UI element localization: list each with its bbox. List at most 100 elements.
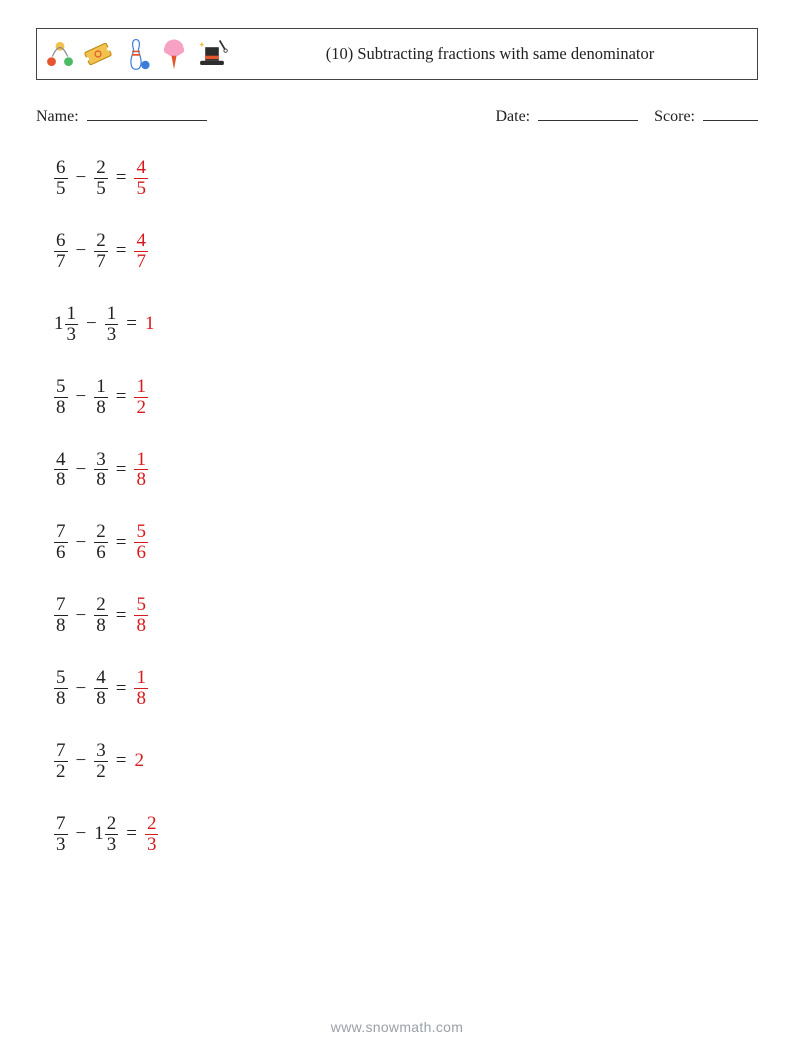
problem-row: 76−26=56 bbox=[54, 522, 758, 563]
problem-row: 67−27=47 bbox=[54, 231, 758, 272]
fraction: 26 bbox=[94, 522, 108, 563]
answer-term: 18 bbox=[134, 668, 148, 709]
answer-term: 45 bbox=[134, 158, 148, 199]
problem-row: 65−25=45 bbox=[54, 158, 758, 199]
fraction: 67 bbox=[54, 231, 68, 272]
operand-term: 58 bbox=[54, 668, 68, 709]
operand-term: 65 bbox=[54, 158, 68, 199]
fraction: 48 bbox=[94, 668, 108, 709]
denominator: 8 bbox=[54, 397, 68, 418]
worksheet-title: (10) Subtracting fractions with same den… bbox=[229, 44, 751, 65]
fraction: 56 bbox=[134, 522, 148, 563]
denominator: 2 bbox=[134, 397, 148, 418]
name-blank[interactable] bbox=[87, 106, 207, 121]
operand-term: 73 bbox=[54, 814, 68, 855]
fraction: 13 bbox=[65, 304, 79, 345]
operator-minus: − bbox=[68, 678, 95, 700]
equals-sign: = bbox=[108, 750, 135, 772]
operand-term: 78 bbox=[54, 595, 68, 636]
numerator: 2 bbox=[94, 522, 108, 542]
fraction: 48 bbox=[54, 450, 68, 491]
fraction: 18 bbox=[94, 377, 108, 418]
denominator: 8 bbox=[94, 688, 108, 709]
operand-term: 123 bbox=[94, 814, 118, 855]
fraction: 13 bbox=[105, 304, 119, 345]
operator-minus: − bbox=[68, 167, 95, 189]
numerator: 2 bbox=[94, 158, 108, 178]
denominator: 5 bbox=[94, 178, 108, 199]
operator-minus: − bbox=[68, 532, 95, 554]
header-icons bbox=[43, 35, 229, 73]
numerator: 3 bbox=[94, 450, 108, 470]
whole-part: 1 bbox=[54, 313, 65, 334]
answer-term: 1 bbox=[145, 313, 156, 335]
magic-hat-icon bbox=[195, 35, 229, 73]
denominator: 8 bbox=[94, 397, 108, 418]
answer-term: 56 bbox=[134, 522, 148, 563]
footer-text: www.snowmath.com bbox=[0, 1019, 794, 1035]
worksheet-header: (10) Subtracting fractions with same den… bbox=[36, 28, 758, 80]
score-label: Score: bbox=[654, 108, 695, 125]
operand-term: 76 bbox=[54, 522, 68, 563]
juggling-balls-icon bbox=[43, 35, 77, 73]
numerator: 4 bbox=[94, 668, 108, 688]
whole-part: 1 bbox=[94, 823, 105, 844]
operand-term: 25 bbox=[94, 158, 108, 199]
equals-sign: = bbox=[108, 605, 135, 627]
equals-sign: = bbox=[108, 167, 135, 189]
numerator: 7 bbox=[54, 522, 68, 542]
ticket-icon bbox=[81, 35, 115, 73]
answer-term: 18 bbox=[134, 450, 148, 491]
numerator: 7 bbox=[54, 741, 68, 761]
numerator: 1 bbox=[65, 304, 79, 324]
operator-minus: − bbox=[68, 459, 95, 481]
operand-term: 28 bbox=[94, 595, 108, 636]
denominator: 5 bbox=[54, 178, 68, 199]
name-label: Name: bbox=[36, 108, 79, 125]
denominator: 3 bbox=[105, 834, 119, 855]
operand-term: 72 bbox=[54, 741, 68, 782]
denominator: 7 bbox=[54, 251, 68, 272]
numerator: 7 bbox=[54, 595, 68, 615]
fraction: 45 bbox=[134, 158, 148, 199]
fraction: 58 bbox=[134, 595, 148, 636]
denominator: 5 bbox=[134, 178, 148, 199]
fraction: 58 bbox=[54, 377, 68, 418]
fraction: 12 bbox=[134, 377, 148, 418]
denominator: 3 bbox=[65, 324, 79, 345]
operator-minus: − bbox=[68, 605, 95, 627]
answer-term: 2 bbox=[134, 750, 145, 772]
answer-term: 47 bbox=[134, 231, 148, 272]
fraction: 32 bbox=[94, 741, 108, 782]
equals-sign: = bbox=[108, 678, 135, 700]
equals-sign: = bbox=[108, 459, 135, 481]
numerator: 2 bbox=[145, 814, 159, 834]
cotton-candy-icon bbox=[157, 35, 191, 73]
fraction: 28 bbox=[94, 595, 108, 636]
denominator: 3 bbox=[54, 834, 68, 855]
operand-term: 38 bbox=[94, 450, 108, 491]
operand-term: 67 bbox=[54, 231, 68, 272]
denominator: 7 bbox=[94, 251, 108, 272]
numerator: 6 bbox=[54, 158, 68, 178]
equals-sign: = bbox=[108, 240, 135, 262]
fraction: 25 bbox=[94, 158, 108, 199]
problems-list: 65−25=4567−27=47113−13=158−18=1248−38=18… bbox=[36, 158, 758, 855]
denominator: 3 bbox=[105, 324, 119, 345]
operand-term: 26 bbox=[94, 522, 108, 563]
numerator: 2 bbox=[94, 595, 108, 615]
denominator: 8 bbox=[94, 469, 108, 490]
fraction: 18 bbox=[134, 668, 148, 709]
denominator: 8 bbox=[134, 688, 148, 709]
date-label: Date: bbox=[495, 108, 530, 125]
answer-term: 12 bbox=[134, 377, 148, 418]
numerator: 1 bbox=[105, 304, 119, 324]
score-blank[interactable] bbox=[703, 106, 758, 121]
numerator: 4 bbox=[134, 231, 148, 251]
denominator: 8 bbox=[54, 615, 68, 636]
date-blank[interactable] bbox=[538, 106, 638, 121]
denominator: 8 bbox=[54, 469, 68, 490]
numerator: 7 bbox=[54, 814, 68, 834]
operand-term: 113 bbox=[54, 304, 78, 345]
operand-term: 13 bbox=[105, 304, 119, 345]
